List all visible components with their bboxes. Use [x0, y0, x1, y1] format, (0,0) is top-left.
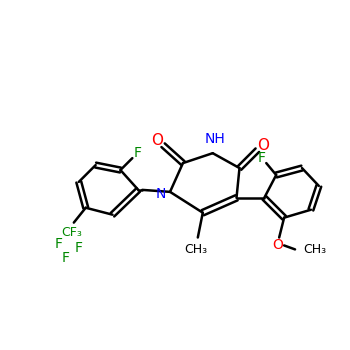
- Text: F: F: [75, 241, 83, 255]
- Text: F: F: [55, 237, 63, 251]
- Text: F: F: [62, 251, 70, 265]
- Text: N: N: [156, 187, 166, 201]
- Text: NH: NH: [204, 132, 225, 146]
- Text: CH₃: CH₃: [303, 243, 327, 256]
- Text: O: O: [257, 138, 269, 153]
- Text: O: O: [273, 238, 284, 252]
- Text: F: F: [133, 146, 141, 160]
- Text: F: F: [257, 151, 265, 165]
- Text: O: O: [151, 133, 163, 148]
- Text: CF₃: CF₃: [61, 226, 82, 239]
- Text: CH₃: CH₃: [184, 243, 208, 256]
